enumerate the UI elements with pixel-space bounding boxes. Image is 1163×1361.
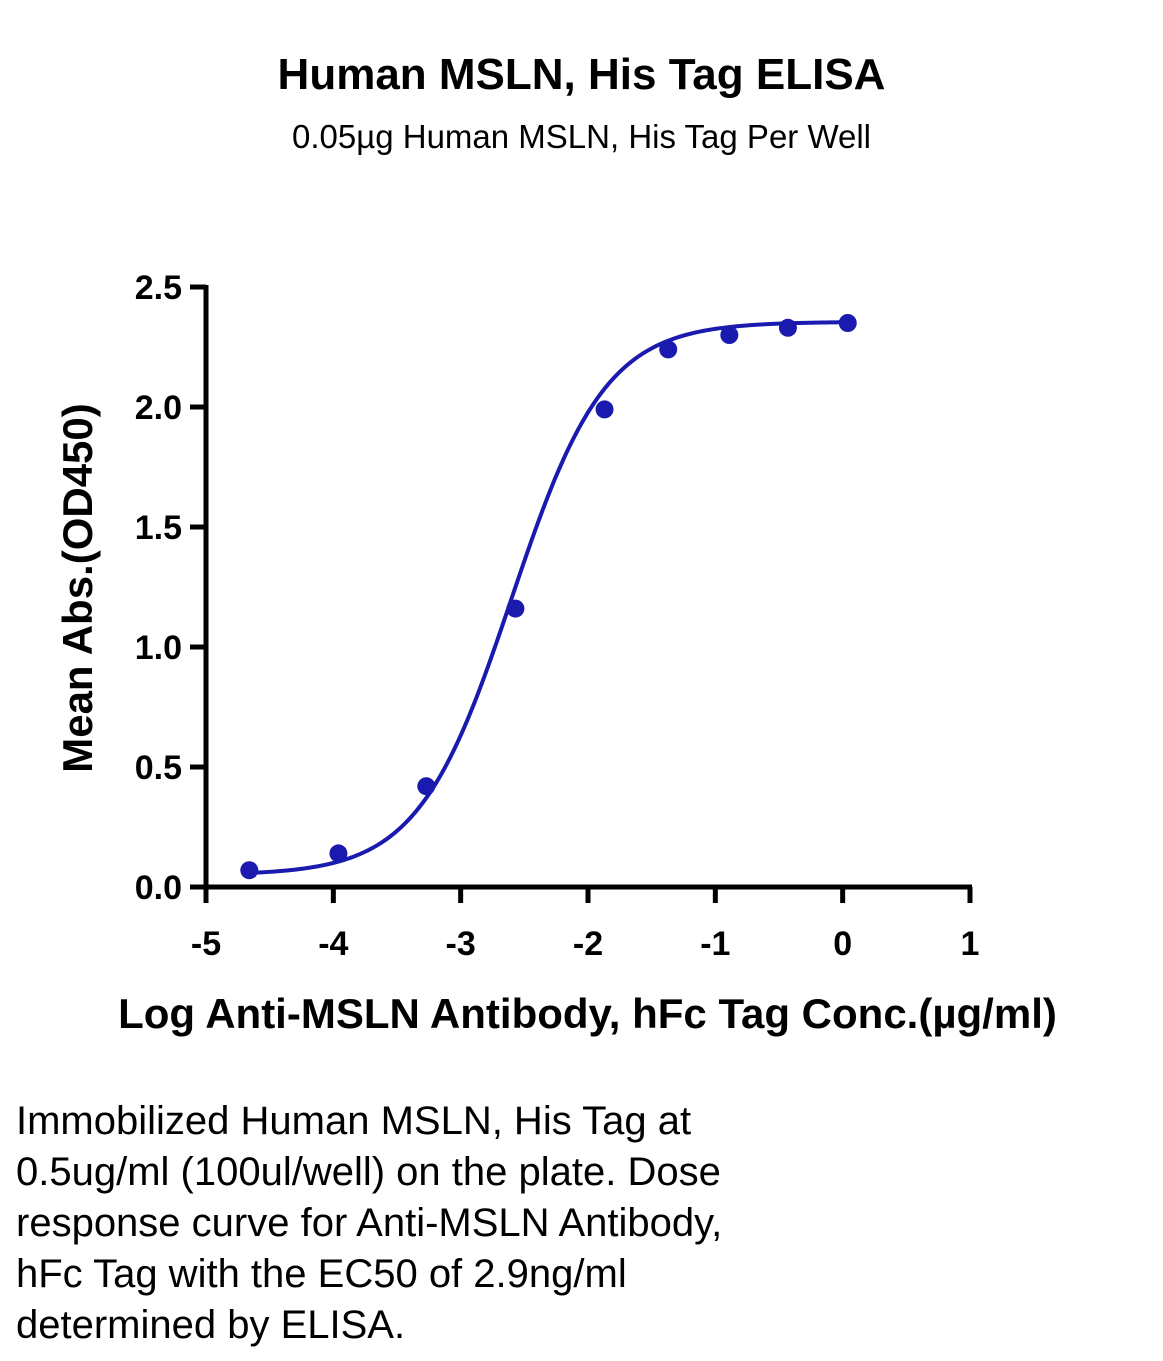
caption-line: hFc Tag with the EC50 of 2.9ng/ml (16, 1252, 627, 1296)
data-point (720, 326, 739, 344)
x-tick-label: -2 (573, 925, 603, 963)
x-tick-label: -4 (318, 925, 348, 963)
data-point (506, 599, 525, 618)
data-point (659, 340, 678, 359)
fit-curve (249, 320, 848, 875)
x-tick-label: -1 (700, 925, 730, 963)
y-tick-label: 0.5 (135, 749, 182, 787)
y-tick-label: 2.5 (135, 269, 182, 307)
x-tick-label: 0 (833, 925, 852, 963)
y-tick-label: 2.0 (135, 389, 182, 427)
y-tick-label: 0.0 (135, 869, 182, 907)
x-tick-label: -5 (191, 925, 221, 963)
caption-line: response curve for Anti-MSLN Antibody, (16, 1201, 723, 1245)
caption-line: 0.5ug/ml (100ul/well) on the plate. Dose (16, 1150, 721, 1194)
x-tick-label: 1 (961, 925, 980, 963)
chart-subtitle: 0.05µg Human MSLN, His Tag Per Well (291, 118, 872, 155)
y-axis-label: Mean Abs.(OD450) (54, 403, 101, 773)
caption: Immobilized Human MSLN, His Tag at 0.5ug… (16, 1096, 1116, 1351)
data-point (240, 861, 259, 880)
caption-line: Immobilized Human MSLN, His Tag at (16, 1099, 692, 1143)
data-point (838, 314, 857, 332)
caption-line: determined by ELISA. (16, 1303, 406, 1347)
x-tick-label: -3 (446, 925, 476, 963)
x-axis-label: Log Anti-MSLN Antibody, hFc Tag Conc.(µg… (118, 990, 1057, 1037)
data-point (329, 844, 348, 863)
chart-plot-area: -5 -4 -3 -2 -1 0 1 0.0 0.5 1.0 1.5 2.0 2.5 (135, 269, 980, 963)
y-tick-label: 1.5 (135, 509, 182, 547)
data-point (778, 318, 797, 337)
chart-title: Human MSLN, His Tag ELISA (277, 50, 886, 99)
data-point (595, 400, 614, 419)
y-tick-label: 1.0 (135, 629, 182, 667)
data-point (417, 777, 436, 796)
